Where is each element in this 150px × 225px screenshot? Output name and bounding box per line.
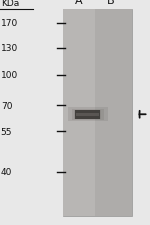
Text: 70: 70: [1, 101, 12, 110]
Bar: [94, 10, 132, 216]
Text: KDa: KDa: [1, 0, 20, 8]
Bar: [75, 110, 100, 119]
Text: 100: 100: [1, 71, 18, 80]
Bar: [63, 10, 132, 216]
Text: 40: 40: [1, 168, 12, 177]
Bar: [76, 113, 99, 116]
Bar: [68, 108, 108, 122]
Text: 130: 130: [1, 44, 18, 53]
Text: 170: 170: [1, 19, 18, 28]
Text: B: B: [106, 0, 114, 6]
Text: A: A: [75, 0, 82, 6]
Bar: [72, 109, 104, 120]
Bar: [74, 110, 101, 119]
Text: 55: 55: [1, 127, 12, 136]
Bar: [63, 10, 94, 216]
